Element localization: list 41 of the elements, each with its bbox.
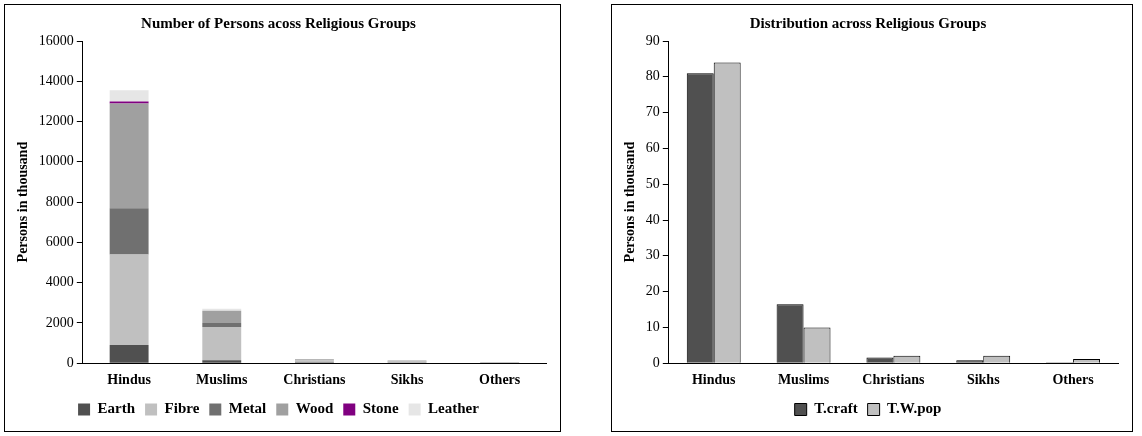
x-tick-label: Hindus <box>691 372 737 388</box>
legend-label: Wood <box>295 400 334 417</box>
y-tick-label: 0 <box>652 354 660 370</box>
legend-label: Metal <box>228 400 267 417</box>
y-tick-label: 0 <box>66 354 74 370</box>
y-tick-label: 60 <box>645 140 660 156</box>
x-tick-label: Muslims <box>777 372 830 388</box>
y-axis-title: Persons in thousand <box>622 141 638 263</box>
y-tick-label: 10000 <box>38 153 74 169</box>
x-tick-label: Christians <box>283 372 347 388</box>
y-tick-label: 2000 <box>45 314 74 330</box>
legend-label: Earth <box>97 400 136 417</box>
y-tick-label: 6000 <box>45 234 74 250</box>
y-tick-label: 8000 <box>45 193 74 209</box>
legend-label: Fibre <box>164 400 200 417</box>
y-tick-label: 14000 <box>38 72 74 88</box>
y-tick-label: 12000 <box>38 113 74 129</box>
y-tick-label: 40 <box>645 211 660 227</box>
y-tick-label: 70 <box>645 104 660 120</box>
y-tick-label: 30 <box>645 247 660 263</box>
legend-label: Leather <box>428 400 480 417</box>
x-tick-label: Hindus <box>107 372 152 388</box>
y-tick-label: 10 <box>645 319 660 335</box>
x-tick-label: Others <box>1052 372 1095 388</box>
x-tick-label: Christians <box>862 372 926 388</box>
y-tick-label: 80 <box>645 68 660 84</box>
x-tick-label: Sikhs <box>966 372 1001 388</box>
chart-title: Distribution across Religious Groups <box>749 14 987 31</box>
chart-title: Number of Persons acoss Religious Groups <box>141 14 417 31</box>
y-tick-label: 16000 <box>38 32 74 48</box>
x-tick-label: Sikhs <box>390 372 424 388</box>
x-tick-label: Muslims <box>196 372 248 388</box>
legend-label: Stone <box>362 400 399 417</box>
legend-label: T.W.pop <box>887 400 942 417</box>
y-tick-label: 50 <box>645 175 660 191</box>
y-axis-title: Persons in thousand <box>15 141 31 263</box>
y-tick-label: 90 <box>645 32 660 48</box>
legend-label: T.craft <box>814 400 858 417</box>
x-tick-label: Others <box>479 372 521 388</box>
y-tick-label: 20 <box>645 283 660 299</box>
y-tick-label: 4000 <box>45 274 74 290</box>
